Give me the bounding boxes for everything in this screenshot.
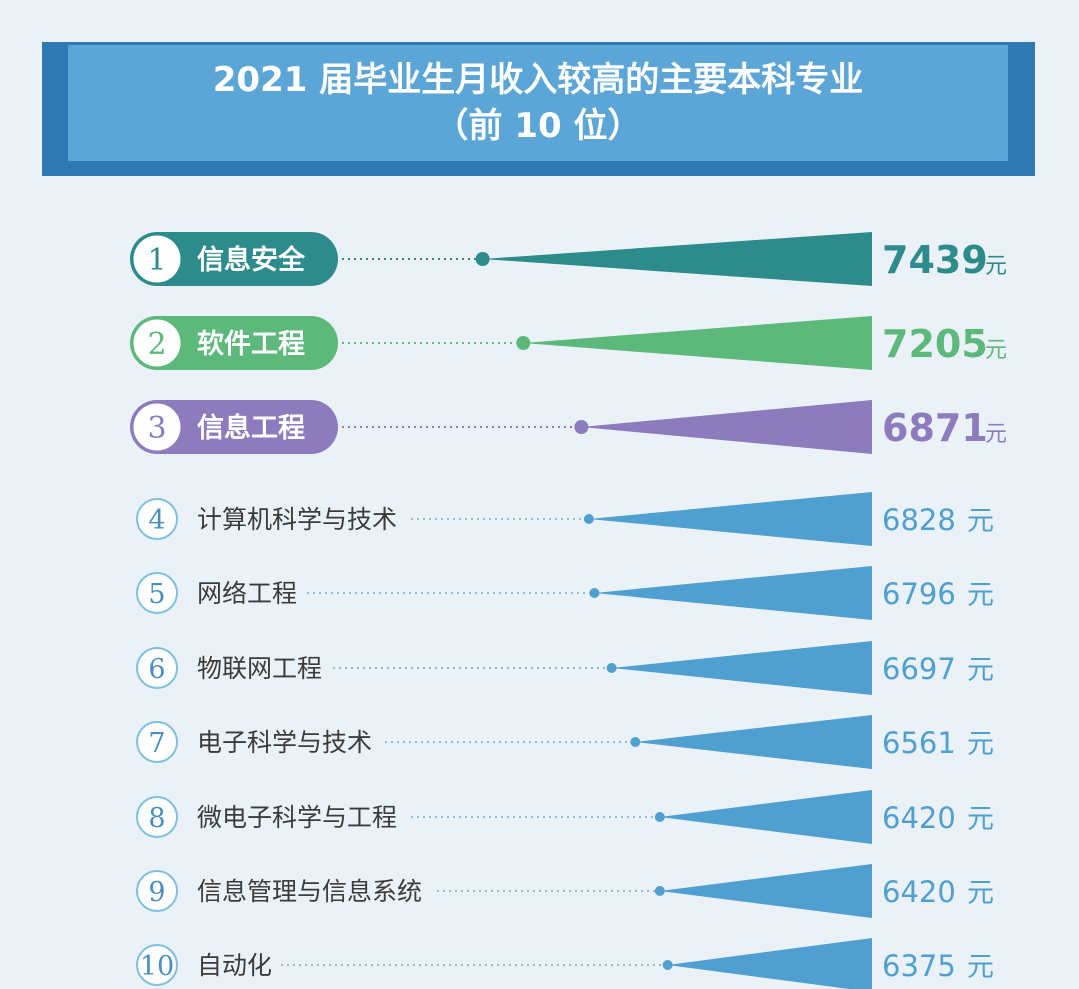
unit-label: 元 xyxy=(967,506,994,537)
rank-number: 7 xyxy=(148,728,165,759)
value-wedge xyxy=(611,641,872,695)
rank-circle xyxy=(136,721,178,763)
rank-pill xyxy=(130,400,338,454)
rank-circle xyxy=(136,796,178,838)
category-label: 软件工程 xyxy=(197,329,305,360)
value-label: 7205 xyxy=(882,322,988,366)
unit-label: 元 xyxy=(967,878,994,909)
rank-number: 2 xyxy=(147,327,166,362)
category-label: 信息管理与信息系统 xyxy=(197,877,422,906)
value-wedge xyxy=(482,232,872,286)
rank-number: 4 xyxy=(148,505,165,536)
value-label: 6420 xyxy=(882,801,956,835)
category-label: 电子科学与技术 xyxy=(197,728,372,757)
chart-title: 2021 届毕业生月收入较高的主要本科专业 xyxy=(212,60,864,100)
value-wedge xyxy=(635,715,872,769)
value-label: 6796 xyxy=(882,577,956,611)
rank-circle xyxy=(136,498,178,540)
title-block: 2021 届毕业生月收入较高的主要本科专业 （前 10 位） xyxy=(68,45,1008,161)
rank-number: 6 xyxy=(148,654,165,685)
unit-label: 元 xyxy=(967,804,994,835)
rank-number: 3 xyxy=(147,411,166,446)
unit-label: 元 xyxy=(967,580,994,611)
unit-label: 元 xyxy=(967,729,994,760)
rank-circle xyxy=(130,232,184,286)
rank-circle xyxy=(136,870,178,912)
rank-number: 8 xyxy=(148,803,165,834)
rank-circle xyxy=(136,944,178,986)
unit-label: 元 xyxy=(967,952,994,983)
unit-label: 元 xyxy=(985,254,1007,279)
value-label: 6375 xyxy=(882,949,956,983)
unit-label: 元 xyxy=(985,338,1007,363)
category-label: 信息安全 xyxy=(197,244,306,276)
rank-circle xyxy=(136,572,178,614)
rank-pill xyxy=(130,232,338,286)
value-label: 6828 xyxy=(882,503,956,537)
rank-circle xyxy=(136,647,178,689)
value-wedge xyxy=(523,316,872,370)
category-label: 微电子科学与工程 xyxy=(197,803,397,832)
category-label: 网络工程 xyxy=(197,579,297,608)
unit-label: 元 xyxy=(985,422,1007,447)
value-label: 6871 xyxy=(882,406,988,450)
rank-number: 10 xyxy=(140,951,174,982)
category-label: 自动化 xyxy=(197,951,272,980)
rank-number: 5 xyxy=(148,579,165,610)
rank-circle xyxy=(130,400,184,454)
value-wedge xyxy=(659,864,872,918)
category-label: 计算机科学与技术 xyxy=(197,505,397,534)
value-wedge xyxy=(667,938,872,989)
value-label: 6697 xyxy=(882,652,956,686)
title-banner xyxy=(68,45,1008,161)
rank-pill xyxy=(130,316,338,370)
value-wedge xyxy=(581,400,872,454)
value-wedge xyxy=(659,790,872,844)
rank-circle xyxy=(130,316,184,370)
value-wedge xyxy=(594,566,872,620)
value-label: 6561 xyxy=(882,726,956,760)
unit-label: 元 xyxy=(967,655,994,686)
rank-number: 1 xyxy=(147,243,166,278)
category-label: 物联网工程 xyxy=(197,654,322,683)
value-wedge xyxy=(588,492,872,546)
value-label: 7439 xyxy=(882,238,988,282)
rank-number: 9 xyxy=(148,877,165,908)
value-label: 6420 xyxy=(882,875,956,909)
chart-subtitle: （前 10 位） xyxy=(434,106,642,146)
category-label: 信息工程 xyxy=(197,412,305,444)
